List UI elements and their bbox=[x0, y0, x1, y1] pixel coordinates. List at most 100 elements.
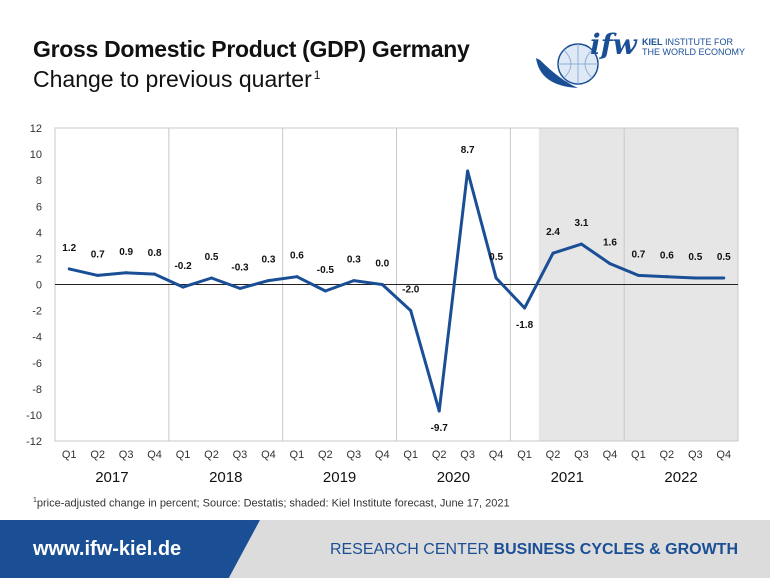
data-label: -0.5 bbox=[317, 265, 335, 276]
data-point bbox=[693, 276, 697, 280]
data-point bbox=[380, 283, 384, 286]
x-tick-label: Q1 bbox=[403, 449, 418, 461]
x-tick-label: Q2 bbox=[432, 449, 447, 461]
data-point bbox=[67, 267, 71, 271]
data-label: 0.3 bbox=[347, 255, 361, 266]
y-tick-label: -12 bbox=[26, 436, 42, 448]
x-tick-label: Q4 bbox=[603, 449, 618, 461]
data-label: 0.5 bbox=[688, 252, 702, 263]
x-tick-label: Q3 bbox=[688, 449, 703, 461]
year-label: 2020 bbox=[437, 469, 470, 486]
grid-layer bbox=[54, 127, 739, 442]
data-label: -2.0 bbox=[402, 285, 420, 296]
series-line-layer bbox=[67, 169, 726, 413]
ifw-logo: ifw KIEL INSTITUTE FOR THE WORLD ECONOMY bbox=[530, 28, 750, 108]
x-tick-label: Q4 bbox=[489, 449, 504, 461]
logo-line2: THE WORLD ECONOMY bbox=[642, 47, 746, 57]
x-tick-label: Q2 bbox=[546, 449, 561, 461]
data-label: 1.6 bbox=[603, 238, 617, 249]
chart-subtitle: Change to previous quarter 1 bbox=[33, 66, 320, 93]
x-tick-labels: Q1 Q2 Q3 Q4 Q1 Q2 Q3 Q4 Q1 Q2 Q3 Q4 Q1 Q2 Q3 Q4 Q1 Q2 Q3 Q4… bbox=[62, 449, 731, 461]
data-label: 3.1 bbox=[575, 218, 589, 229]
data-point bbox=[437, 409, 441, 413]
data-label: -1.8 bbox=[516, 320, 534, 331]
data-point bbox=[409, 309, 413, 313]
y-tick-label: 8 bbox=[36, 175, 42, 187]
x-tick-label: Q2 bbox=[204, 449, 219, 461]
data-label: -0.2 bbox=[174, 261, 192, 272]
year-label: 2019 bbox=[323, 469, 356, 486]
data-point bbox=[551, 251, 555, 255]
year-label: 2018 bbox=[209, 469, 242, 486]
data-label: 0.6 bbox=[660, 251, 674, 262]
data-label: 0.5 bbox=[205, 252, 219, 263]
y-tick-label: -2 bbox=[32, 306, 42, 318]
data-label: 2.4 bbox=[546, 227, 560, 238]
data-point bbox=[722, 276, 726, 280]
year-labels: 2017 2018 2019 2020 2021 2022 bbox=[95, 469, 698, 486]
y-tick-labels: 12 10 8 6 4 2 0 -2 -4 -6 -8 -10 -12 bbox=[26, 123, 42, 448]
data-point bbox=[181, 285, 185, 289]
year-label: 2017 bbox=[95, 469, 128, 486]
footer-brand-panel bbox=[0, 520, 260, 578]
gdp-line-chart: 12 10 8 6 4 2 0 -2 -4 -6 -8 -10 -12 Q1 Q2 Q3 Q4 Q1 Q2 Q3 Q4… bbox=[26, 123, 739, 486]
data-label: 0.5 bbox=[489, 252, 503, 263]
data-point bbox=[210, 276, 214, 280]
data-label: 8.7 bbox=[461, 145, 475, 156]
research-center-label: RESEARCH CENTER BUSINESS CYCLES & GROWTH bbox=[330, 541, 738, 559]
x-tick-label: Q1 bbox=[62, 449, 77, 461]
data-label: 0.6 bbox=[290, 251, 304, 262]
data-label: 0.5 bbox=[717, 252, 731, 263]
y-tick-label: 12 bbox=[30, 123, 42, 135]
x-tick-label: Q3 bbox=[346, 449, 361, 461]
data-label: 0.8 bbox=[148, 248, 162, 259]
data-label: 0.0 bbox=[375, 259, 389, 270]
research-unit-text: BUSINESS CYCLES & GROWTH bbox=[493, 541, 738, 558]
research-center-text: RESEARCH CENTER bbox=[329, 541, 490, 558]
data-point bbox=[608, 262, 612, 266]
y-tick-label: -6 bbox=[32, 358, 42, 370]
footnote: 1price-adjusted change in percent; Sourc… bbox=[33, 497, 510, 510]
data-point bbox=[96, 273, 100, 277]
data-point bbox=[124, 271, 128, 275]
x-tick-label: Q2 bbox=[660, 449, 675, 461]
x-tick-label: Q1 bbox=[176, 449, 191, 461]
data-label: 1.2 bbox=[62, 243, 76, 254]
globe-icon bbox=[536, 43, 599, 88]
y-tick-label: -4 bbox=[32, 332, 42, 344]
y-tick-label: 2 bbox=[36, 253, 42, 265]
footnote-marker: 1 bbox=[33, 497, 37, 504]
y-tick-label: -10 bbox=[26, 410, 42, 422]
data-point bbox=[523, 306, 527, 310]
y-tick-label: -8 bbox=[32, 384, 42, 396]
subtitle-text: Change to previous quarter bbox=[33, 66, 312, 92]
y-tick-label: 4 bbox=[36, 227, 42, 239]
data-point bbox=[352, 279, 356, 283]
data-point bbox=[266, 279, 270, 283]
data-label: 0.7 bbox=[631, 249, 645, 260]
data-point bbox=[238, 286, 242, 290]
chart-title: Gross Domestic Product (GDP) Germany bbox=[33, 36, 470, 62]
data-label: 0.3 bbox=[261, 255, 275, 266]
x-tick-label: Q3 bbox=[574, 449, 589, 461]
x-tick-label: Q4 bbox=[261, 449, 276, 461]
data-point bbox=[579, 242, 583, 246]
gdp-series-line bbox=[68, 169, 724, 413]
data-point bbox=[153, 272, 157, 276]
year-label: 2022 bbox=[664, 469, 697, 486]
x-tick-label: Q3 bbox=[233, 449, 248, 461]
logo-mark: ifw bbox=[590, 28, 637, 61]
data-point bbox=[295, 275, 299, 279]
subtitle-footnote-marker: 1 bbox=[313, 68, 321, 82]
website-link[interactable]: www.ifw-kiel.de bbox=[33, 538, 182, 560]
logo-line1: INSTITUTE FOR bbox=[665, 37, 734, 47]
y-tick-label: 6 bbox=[36, 201, 42, 213]
x-tick-label: Q1 bbox=[517, 449, 532, 461]
x-tick-label: Q4 bbox=[716, 449, 731, 461]
x-tick-label: Q1 bbox=[631, 449, 646, 461]
x-tick-label: Q1 bbox=[290, 449, 305, 461]
data-label: 0.9 bbox=[119, 247, 133, 258]
logo-name: KIEL INSTITUTE FOR THE WORLD ECONOMY bbox=[642, 37, 745, 57]
data-point bbox=[466, 169, 470, 173]
y-tick-label: 10 bbox=[30, 149, 42, 161]
